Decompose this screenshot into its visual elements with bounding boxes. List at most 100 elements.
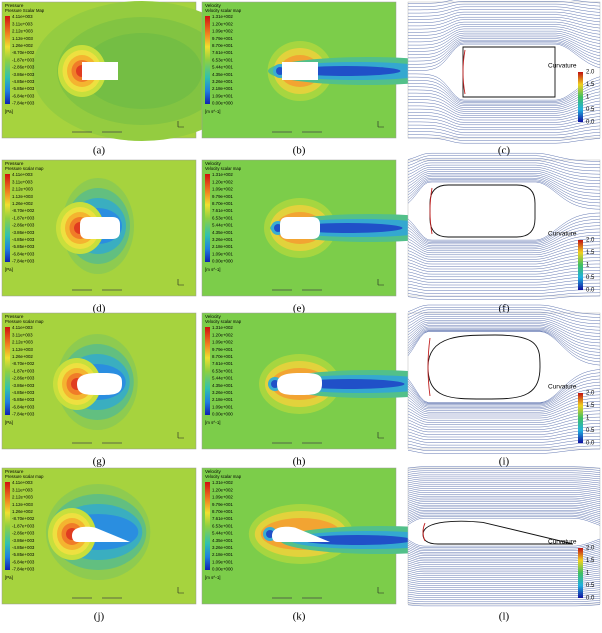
- colorbar-tick: 0.0: [586, 596, 595, 602]
- colorbar-tick: 0.0: [586, 441, 595, 447]
- body: [462, 46, 556, 98]
- streamline: [407, 167, 601, 181]
- legend-title: Velocity: [205, 314, 222, 319]
- color-bar: [205, 327, 210, 415]
- streamline: [407, 598, 601, 600]
- streamline: [407, 215, 601, 242]
- streamline: [407, 369, 601, 403]
- streamline: [407, 503, 601, 509]
- legend-value: 2.12e+003: [12, 495, 33, 500]
- legend-value: 3.11e+003: [12, 487, 33, 492]
- streamline: [407, 488, 601, 492]
- colorbar-tick: 1: [586, 571, 590, 577]
- legend-value: -6.84e+003: [12, 251, 35, 256]
- legend-value: 1.09e+001: [212, 93, 233, 98]
- streamline: [407, 388, 601, 410]
- color-bar: [205, 16, 210, 104]
- legend-value: -5.85e+003: [12, 244, 35, 249]
- legend-subtitle: Pressure scalar map: [5, 319, 44, 324]
- streamline: [407, 445, 601, 451]
- legend-value: 3.11e+003: [12, 179, 33, 184]
- legend-value: -6.84e+003: [12, 93, 35, 98]
- streamline: [407, 174, 601, 194]
- streamline: [407, 289, 601, 294]
- streamline: [407, 314, 601, 328]
- legend-value: -8.70e+002: [12, 361, 35, 366]
- streamline: [407, 501, 601, 507]
- legend-value: 9.79e+001: [212, 502, 233, 507]
- streamline: [407, 416, 601, 428]
- legend-value: 5.44e+001: [212, 223, 233, 228]
- streamline: [407, 538, 601, 547]
- legend-title: Pressure: [5, 161, 24, 166]
- legend-value: 0.00e+000: [212, 567, 233, 572]
- legend-value: 7.61e+001: [212, 361, 233, 366]
- streamline: [407, 173, 601, 191]
- streamline: [408, 30, 601, 46]
- legend-value: 9.79e+001: [212, 36, 233, 41]
- legend-value: -7.84e+003: [12, 567, 35, 572]
- streamline: [408, 38, 601, 59]
- legend-value: 4.11e+003: [12, 172, 33, 177]
- color-bar: [578, 240, 583, 290]
- streamline: [407, 585, 601, 588]
- legend-value: 2.12e+003: [12, 29, 33, 34]
- panel-label: (g): [93, 456, 106, 468]
- streamline: [407, 429, 601, 438]
- legend-value: 4.35e+001: [212, 230, 233, 235]
- streamline: [407, 323, 601, 344]
- legend-value: 1.31e+002: [212, 325, 233, 330]
- legend-value: -3.86e+003: [12, 383, 35, 388]
- legend-value: -4.85e+003: [12, 545, 35, 550]
- streamline: [407, 410, 601, 423]
- legend-value: -1.87e+003: [12, 215, 35, 220]
- panel-label: (j): [94, 611, 105, 623]
- streamline: [407, 400, 601, 417]
- legend-value: 3.26e+001: [212, 237, 233, 242]
- legend-unit: [Pa]: [5, 575, 13, 580]
- colorbar-tick: 1.5: [586, 558, 595, 564]
- legend-subtitle: Velocity scalar map: [205, 8, 242, 13]
- colorbar-tick: 1: [586, 95, 590, 101]
- legend-subtitle: Velocity scalar map: [205, 166, 242, 171]
- panel-label: (f): [499, 303, 510, 315]
- colorbar-tick: 2.0: [586, 546, 595, 552]
- streamline: [407, 266, 600, 275]
- body: [427, 334, 541, 400]
- legend-value: 2.18e+001: [212, 86, 233, 91]
- color-bar: [5, 482, 10, 570]
- streamline: [407, 169, 601, 185]
- colorbar-tick: 2.0: [586, 238, 595, 244]
- streamline: [408, 89, 601, 108]
- legend-value: -1.87e+003: [12, 368, 35, 373]
- panel-label: (k): [293, 611, 306, 623]
- legend-title: Curvature: [548, 63, 577, 70]
- streamline: [407, 397, 601, 415]
- streamline: [407, 426, 601, 435]
- streamline: [407, 152, 600, 162]
- legend-title: Pressure: [5, 469, 24, 474]
- streamline: [407, 378, 601, 406]
- streamline: [407, 544, 601, 551]
- streamline: [407, 177, 601, 200]
- streamline: [407, 318, 601, 334]
- legend-value: -8.70e+002: [12, 516, 35, 521]
- legend-value: 5.44e+001: [212, 531, 233, 536]
- streamline: [407, 257, 600, 267]
- streamline: [408, 128, 601, 136]
- colorbar-tick: 1: [586, 263, 590, 269]
- legend-title: Curvature: [548, 539, 577, 546]
- body: [82, 62, 118, 80]
- legend-subtitle: Pressure scalar map: [5, 166, 44, 171]
- streamline: [407, 439, 601, 446]
- streamline: [408, 41, 601, 65]
- color-bar: [5, 327, 10, 415]
- high-curvature: [429, 187, 433, 235]
- streamline: [408, 28, 601, 43]
- legend-value: 1.20e+002: [212, 179, 233, 184]
- streamline: [407, 241, 601, 256]
- legend-value: 8.70e+001: [212, 201, 233, 206]
- streamline: [408, 86, 601, 106]
- panel-label: (a): [93, 145, 106, 157]
